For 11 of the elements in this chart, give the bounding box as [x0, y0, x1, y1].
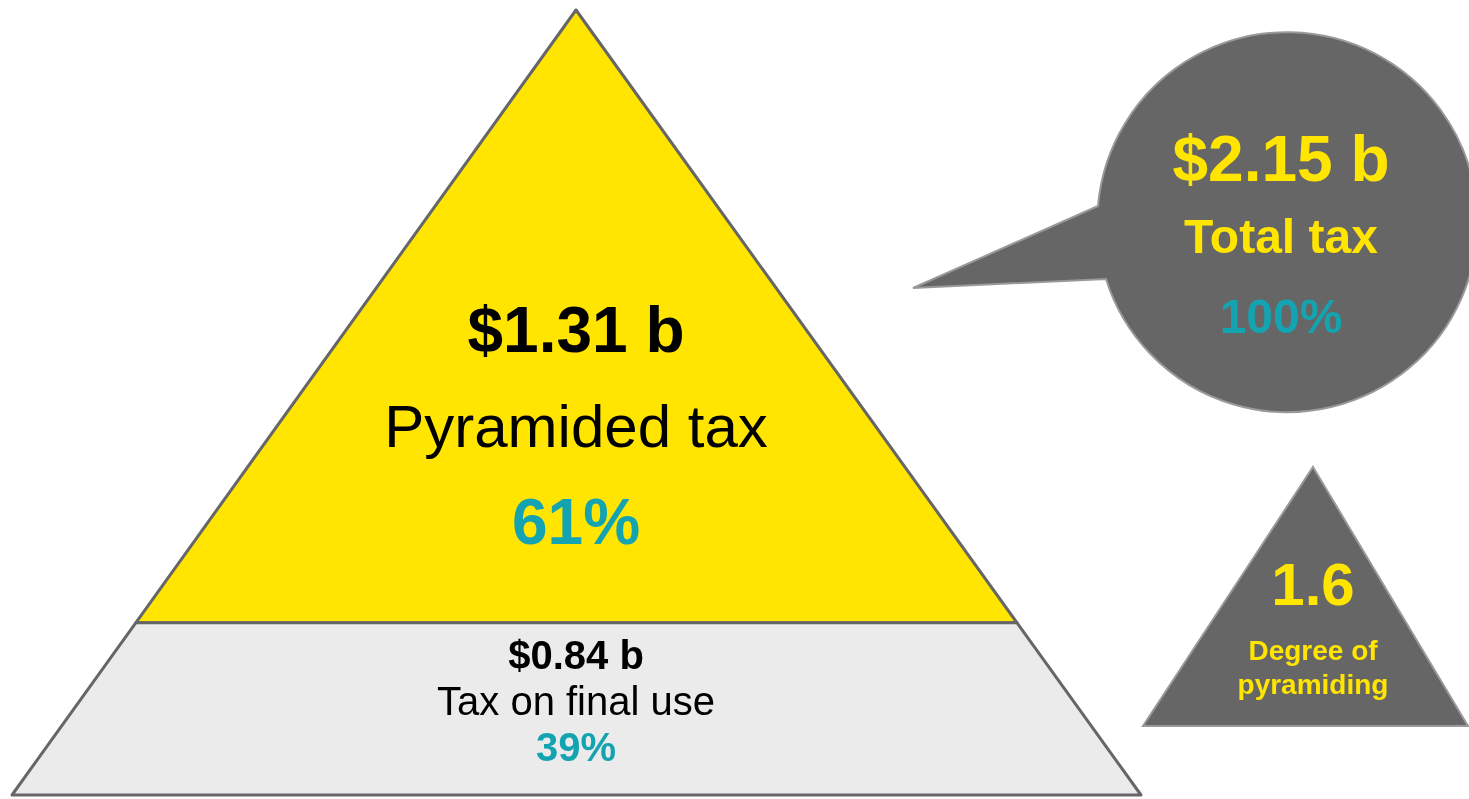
category-label: Tax on final use: [437, 678, 715, 723]
text: 39%: [535, 724, 617, 769]
category-label: Pyramided tax: [384, 393, 768, 461]
text: 1.6: [1271, 550, 1355, 618]
text: 61%: [511, 486, 641, 559]
text: 100%: [1219, 290, 1343, 344]
data-label: $0.84 b: [508, 632, 644, 677]
text: Degree of pyramiding: [1237, 634, 1389, 700]
data-label: $1.31 b: [467, 294, 685, 367]
text: $2.15 b: [1172, 122, 1390, 195]
text: Total tax: [1184, 210, 1379, 264]
